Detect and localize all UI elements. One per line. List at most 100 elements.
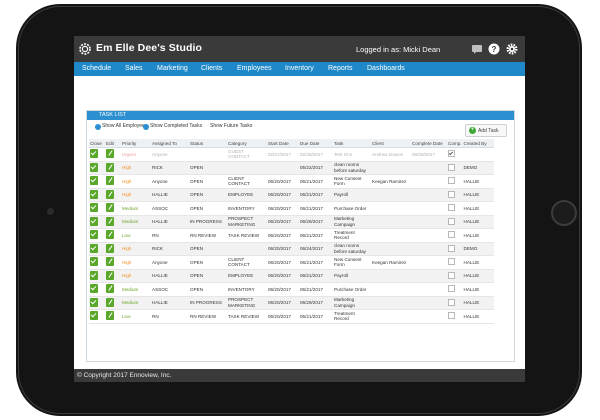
table-row[interactable]: High Anyone OPEN CLIENT CONTACT 06/20/2017 06… — [89, 255, 494, 270]
col-comp[interactable]: Comp. — [447, 139, 463, 148]
complete-checkbox[interactable] — [448, 271, 455, 279]
nav-employees[interactable]: Employees — [237, 65, 272, 72]
col-created-by[interactable]: Created By — [462, 139, 494, 148]
nav-marketing[interactable]: Marketing — [157, 65, 188, 72]
table-row[interactable]: Urgent Anyone GUEST CONTACT 02/27/2017 02/28… — [89, 147, 494, 162]
col-category[interactable]: Category — [227, 139, 267, 148]
complete-checkbox[interactable] — [448, 312, 455, 320]
cell-due: 06/21/2017 — [299, 282, 333, 297]
col-due-date[interactable]: Due Date — [299, 139, 333, 148]
complete-checkbox[interactable] — [448, 217, 455, 225]
help-icon[interactable]: ? — [488, 43, 500, 55]
complete-checkbox[interactable] — [448, 190, 455, 198]
table-row[interactable]: Medium ASSOC OPEN INVENTORY 06/20/2017 06/21/… — [89, 282, 494, 297]
add-task-button[interactable]: + Add Task — [465, 124, 507, 137]
plus-icon: + — [469, 127, 476, 134]
edit-icon[interactable] — [106, 297, 114, 307]
table-row[interactable]: High HALLIE OPEN EMPLOYEE 06/20/2017 06/21/20… — [89, 269, 494, 283]
edit-icon[interactable] — [106, 203, 114, 213]
edit-icon[interactable] — [106, 311, 114, 321]
checkbox-icon[interactable] — [90, 203, 98, 213]
edit-icon[interactable] — [106, 243, 114, 253]
edit-icon[interactable] — [106, 284, 114, 294]
cell-status: OPEN — [189, 269, 227, 283]
col-assigned-to[interactable]: Assigned To — [151, 139, 189, 148]
complete-checkbox[interactable] — [448, 298, 455, 306]
checkbox-icon[interactable] — [90, 176, 98, 186]
cell-client — [371, 161, 411, 175]
complete-checkbox[interactable] — [448, 150, 455, 158]
checkbox-icon[interactable] — [90, 149, 98, 159]
edit-icon[interactable] — [106, 216, 114, 226]
table-row[interactable]: Medium ASSOC OPEN INVENTORY 06/20/2017 06/21/… — [89, 201, 494, 216]
table-row[interactable]: Low RN RN REVIEW TASK REVIEW 06/20/2017 06/21… — [89, 309, 494, 324]
complete-checkbox[interactable] — [448, 244, 455, 252]
nav-inventory[interactable]: Inventory — [285, 65, 314, 72]
table-row[interactable]: High Anyone OPEN CLIENT CONTACT 06/20/2017 06… — [89, 174, 494, 189]
table-row[interactable]: High HALLIE OPEN EMPLOYEE 06/20/2017 06/21/20… — [89, 188, 494, 202]
complete-checkbox[interactable] — [448, 285, 455, 293]
nav-sales[interactable]: Sales — [125, 65, 143, 72]
edit-icon[interactable] — [106, 257, 114, 267]
col-task[interactable]: Task — [333, 139, 371, 148]
nav-schedule[interactable]: Schedule — [82, 65, 112, 72]
checkbox-icon[interactable] — [90, 270, 98, 280]
checkbox-icon[interactable] — [90, 189, 98, 199]
checkbox-icon[interactable] — [90, 297, 98, 307]
cell-complete — [411, 269, 447, 283]
cell-complete — [411, 282, 447, 297]
cell-due: 05/22/2017 — [299, 161, 333, 175]
radio-icon[interactable] — [203, 124, 209, 130]
nav-dashboards[interactable]: Dashboards — [367, 65, 405, 72]
checkbox-icon[interactable] — [90, 311, 98, 321]
table-row[interactable]: Low RN RN REVIEW TASK REVIEW 06/20/2017 06/21… — [89, 228, 494, 243]
cell-priority: High — [121, 242, 151, 256]
home-button[interactable] — [551, 200, 577, 226]
col-edit[interactable]: Edit — [105, 139, 121, 148]
complete-checkbox[interactable] — [448, 258, 455, 266]
cell-priority: Medium — [121, 215, 151, 229]
edit-icon[interactable] — [106, 162, 114, 172]
gear-icon[interactable] — [506, 43, 518, 55]
radio-icon[interactable] — [143, 124, 149, 130]
checkbox-icon[interactable] — [90, 216, 98, 226]
cell-task: Payroll — [333, 188, 371, 202]
cell-status — [189, 147, 227, 162]
col-close[interactable]: Close — [89, 139, 105, 148]
edit-icon[interactable] — [106, 270, 114, 280]
table-row[interactable]: High RICK OPEN 06/20/2017 06/24/2017 clean ro… — [89, 242, 494, 256]
cell-status: OPEN — [189, 174, 227, 189]
edit-icon[interactable] — [106, 176, 114, 186]
edit-icon[interactable] — [106, 189, 114, 199]
cell-task: clean rooms before saturday — [333, 242, 371, 256]
cell-created-by: HALLIE — [462, 188, 494, 202]
complete-checkbox[interactable] — [448, 177, 455, 185]
edit-icon[interactable] — [106, 230, 114, 240]
radio-icon[interactable] — [95, 124, 101, 130]
cell-due: 06/29/2017 — [299, 296, 333, 310]
complete-checkbox[interactable] — [448, 204, 455, 212]
complete-checkbox[interactable] — [448, 163, 455, 171]
panel-title: TASK LIST — [99, 112, 127, 118]
logged-in-label: Logged in as: Micki Dean — [356, 45, 441, 54]
checkbox-icon[interactable] — [90, 284, 98, 294]
checkbox-icon[interactable] — [90, 257, 98, 267]
complete-checkbox[interactable] — [448, 231, 455, 239]
checkbox-icon[interactable] — [90, 230, 98, 240]
table-row[interactable]: High RICK OPEN 05/22/2017 clean rooms before… — [89, 161, 494, 175]
table-row[interactable]: Medium HALLIE IN PROGRESS PROSPECT MARKETIN… — [89, 215, 494, 229]
edit-icon[interactable] — [106, 149, 114, 159]
col-status[interactable]: Status — [189, 139, 227, 148]
col-priority[interactable]: Priority — [121, 139, 151, 148]
nav-clients[interactable]: Clients — [201, 65, 223, 72]
checkbox-icon[interactable] — [90, 162, 98, 172]
col-complete-date[interactable]: Complete Date — [411, 139, 447, 148]
table-row[interactable]: Medium HALLIE IN PROGRESS PROSPECT MARKETIN… — [89, 296, 494, 310]
checkbox-icon[interactable] — [90, 243, 98, 253]
col-client[interactable]: Client — [371, 139, 411, 148]
cell-assigned: ASSOC — [151, 282, 189, 297]
cell-complete — [411, 215, 447, 229]
chat-icon[interactable] — [471, 43, 483, 55]
nav-reports[interactable]: Reports — [328, 65, 353, 72]
col-start-date[interactable]: Start Date — [267, 139, 299, 148]
